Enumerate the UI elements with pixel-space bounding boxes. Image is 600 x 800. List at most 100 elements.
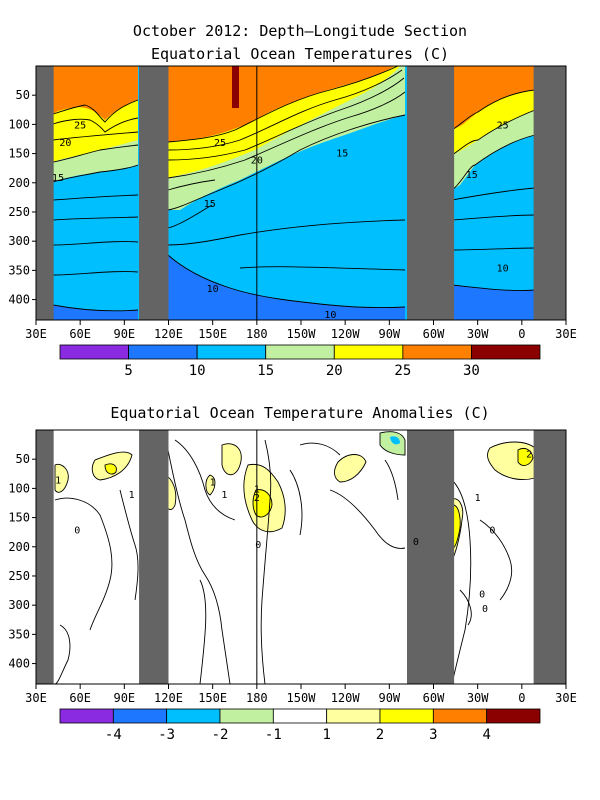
x-tick-label: 30E [25,327,47,341]
colorbar-label: 15 [257,363,274,379]
contour-label: 15 [204,199,216,210]
contour-label: 1 [475,493,481,504]
contour-label: 1 [210,477,216,488]
contour-label: 25 [497,120,509,131]
x-tick-label: 90W [378,327,400,341]
x-tick-label: 120E [154,691,183,705]
y-tick-label: 250 [8,205,30,219]
y-tick-label: 400 [8,293,30,307]
colorbar-swatch [379,708,434,724]
temperature-section-plot [36,66,566,320]
y-tick-label: 350 [8,263,30,277]
x-tick-label: 180 [246,327,268,341]
colorbar-swatch [326,708,381,724]
colorbar-label: 10 [189,363,206,379]
colorbar-swatch [59,344,129,360]
y-tick-label: 100 [8,481,30,495]
colorbar-swatch [112,708,168,724]
contour-label: 15 [336,148,348,159]
y-tick-label: 200 [8,176,30,190]
temp-fill-5-10-atlantic [452,285,535,320]
y-tick-label: 50 [16,88,30,102]
colorbar-label: 2 [376,727,384,743]
contour-label: 0 [489,525,495,536]
colorbar-swatch [196,344,267,360]
contour-label: 1 [55,476,61,487]
temp-fill-25-30-atlantic [452,66,535,130]
x-tick-label: 60E [69,691,91,705]
land-band [533,430,566,684]
anomaly-background [36,430,566,684]
contour-label: 2 [526,449,532,460]
colorbar-label: -1 [265,727,282,743]
x-tick-label: 120E [154,327,183,341]
land-band [407,66,455,320]
x-tick-label: 30W [467,691,489,705]
land-band [139,66,169,320]
contour-label: 15 [466,170,478,181]
contour-label: 10 [497,263,509,274]
x-tick-label: 60E [69,327,91,341]
colorbar-label: 5 [124,363,132,379]
y-tick-label: 300 [8,598,30,612]
bottom-title: Equatorial Ocean Temperature Anomalies (… [110,404,489,422]
contour-label: 15 [52,173,64,184]
land-band [533,66,566,320]
x-tick-label: 150W [287,691,317,705]
top-title-line2: Equatorial Ocean Temperatures (C) [151,45,449,63]
y-tick-label: 350 [8,627,30,641]
land-band [407,430,455,684]
colorbar-swatch [486,708,541,724]
contour-label: 2 [254,493,260,504]
contour-label: 10 [324,310,336,321]
colorbar-swatch [59,708,114,724]
contour-label: 1 [254,484,260,495]
x-tick-label: 120W [331,691,361,705]
anomaly-contour-lines [54,439,513,684]
contour-label: 0 [255,540,261,551]
x-tick-label: 90W [378,691,400,705]
y-tick-label: 150 [8,511,30,525]
x-tick-label: 0 [518,327,525,341]
temp-fill-5-10-indian [53,305,138,320]
x-tick-label: 150E [198,691,227,705]
anomaly-fill-minus2-3 [390,436,400,445]
land-band [36,66,54,320]
colorbar-swatch [166,708,221,724]
anomaly-fill-2-3 [104,447,534,549]
contour-label: 0 [74,525,80,536]
colorbar-label: 1 [322,727,330,743]
colorbar-label: 30 [463,363,480,379]
x-tick-label: 90E [113,691,135,705]
colorbar-swatch [402,344,472,360]
x-tick-label: 30E [555,327,577,341]
colorbar-swatch [128,344,198,360]
y-tick-label: 100 [8,117,30,131]
colorbar-label: 20 [326,363,343,379]
y-tick-label: 250 [8,569,30,583]
contour-label: 25 [74,120,86,131]
contour-label: 1 [129,490,135,501]
colorbar-swatch [272,708,328,724]
contour-label: 0 [479,589,485,600]
y-tick-label: 200 [8,540,30,554]
x-tick-label: 90E [113,327,135,341]
temp-fill-25-30-pacific [168,66,395,142]
top-title-line1: October 2012: Depth–Longitude Section [133,22,467,40]
x-tick-label: 0 [518,691,525,705]
colorbar-swatch [471,344,541,360]
y-tick-label: 150 [8,147,30,161]
contour-label: 25 [214,138,226,149]
x-tick-label: 60W [423,327,445,341]
anomaly-fill-minus1-2 [379,431,406,456]
contour-label: 20 [59,138,71,149]
colorbar-swatch [265,344,335,360]
temp-fill-above-30 [232,66,239,108]
temp-contour-lines [52,66,536,312]
contour-label: 0 [482,604,488,615]
anomaly-section-plot [36,430,566,684]
contour-label: 1 [221,490,227,501]
x-tick-label: 30E [555,691,577,705]
land-band [36,430,54,684]
